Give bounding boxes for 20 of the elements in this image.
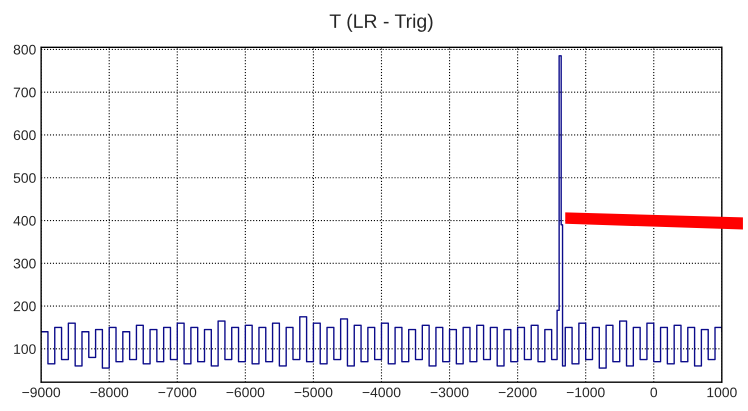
y-tick-label: 600	[14, 130, 36, 140]
x-tick-label: −8000	[90, 387, 128, 398]
y-tick-label: 400	[13, 216, 36, 226]
y-tick-label: 200	[14, 301, 36, 312]
y-tick-label: 800	[14, 44, 36, 55]
x-tick-label: −2000	[498, 387, 537, 398]
x-tick-label: −7000	[158, 387, 196, 398]
x-tick-label: 0	[650, 387, 658, 398]
chart-title: T (LR - Trig)	[330, 14, 432, 32]
y-tick-label: 500	[14, 173, 36, 183]
x-tick-label: −4000	[362, 387, 400, 398]
x-tick-label: −3000	[430, 387, 469, 398]
x-tick-label: 1000	[707, 387, 737, 398]
y-tick-label: 300	[14, 258, 36, 268]
y-tick-label: 700	[14, 88, 36, 98]
x-tick-label: −6000	[226, 387, 264, 398]
x-tick-label: −1000	[566, 387, 605, 398]
y-tick-label: 100	[14, 344, 36, 354]
x-tick-label: −9000	[22, 387, 60, 398]
x-tick-label: −5000	[294, 387, 332, 398]
